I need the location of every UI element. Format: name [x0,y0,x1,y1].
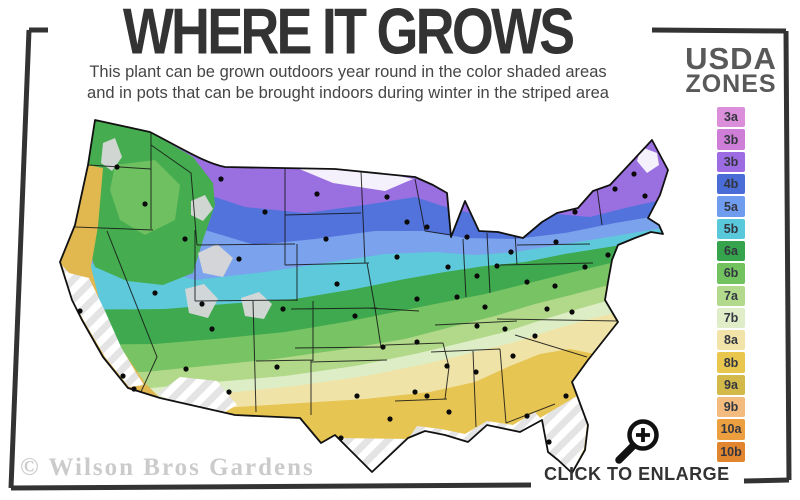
zone-chip-8b: 8b [717,352,745,373]
zone-chip-7a: 7a [717,285,745,306]
zone-chip-3a: 3a [717,107,745,128]
subtitle-line-1: This plant can be grown outdoors year ro… [89,63,607,81]
zone-chip-list: 3a 3b 3b 4b 5a 5b 6a 6b 7a 7b 8a 8b 9a 9b 10a 10b [676,107,786,462]
usda-zone-map[interactable] [45,105,675,484]
city-dots [77,164,648,445]
zone-chip-9a: 9a [717,374,745,396]
click-to-enlarge-label[interactable]: CLICK TO ENLARGE [544,464,730,484]
zone-chip-8a: 8a [717,330,745,351]
watermark: © Wilson Bros Gardens [20,454,315,481]
zone-chip-9b: 9b [717,397,745,418]
usda-zones-legend: USDA ZONES 3a 3b 3b 4b 5a 5b 6a 6b 7a 7b 8a 8b 9a 9b 1… [676,41,786,462]
subtitle: This plant can be grown outdoors year ro… [48,62,648,104]
zone-chip-6b: 6b [717,263,745,284]
zone-chip-5a: 5a [717,196,745,217]
zone-chip-3b: 3b [717,129,745,150]
zone-chip-6a: 6a [717,240,745,262]
zone-chip-10a: 10a [717,419,745,440]
subtitle-line-2: and in pots that can be brought indoors … [87,84,609,103]
legend-title: USDA ZONES [685,41,777,99]
zone-chip-5b: 5b [717,218,745,239]
zone-chip-4b: 4b [717,174,745,195]
zone-chip-7b: 7b [717,307,745,329]
magnifier-plus-icon[interactable] [612,416,664,468]
page-title: WHERE IT GROWS [123,0,575,68]
zone-chip-10b: 10b [717,441,745,462]
zone-chip-3b: 3b [717,151,745,173]
